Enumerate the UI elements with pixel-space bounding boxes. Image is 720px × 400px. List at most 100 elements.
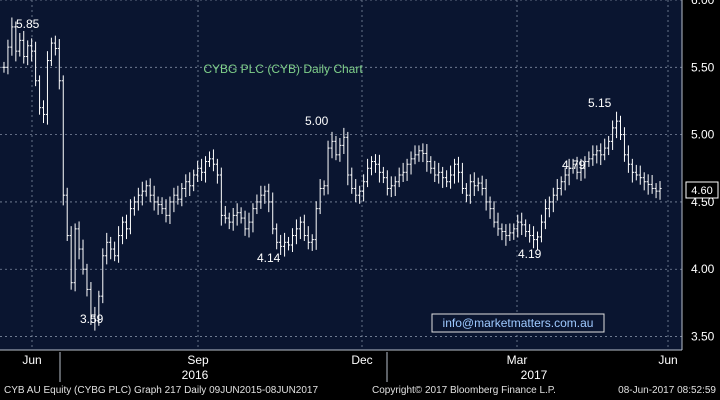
price-bar bbox=[626, 145, 631, 173]
price-bar bbox=[282, 232, 287, 257]
price-bar bbox=[302, 214, 306, 241]
x-label-mar: Mar bbox=[507, 353, 528, 367]
price-bar bbox=[405, 158, 409, 181]
annotation-high-5-85: 5.85 bbox=[16, 17, 40, 31]
price-bar bbox=[267, 183, 271, 213]
watermark-text: info@marketmatters.com.au bbox=[443, 316, 594, 330]
price-bar bbox=[192, 169, 196, 192]
price-bars bbox=[2, 17, 662, 331]
price-bar bbox=[6, 39, 10, 75]
price-bar bbox=[251, 203, 255, 233]
price-bar bbox=[259, 185, 263, 209]
price-bar bbox=[472, 172, 476, 196]
annotation-low-3-59: 3.59 bbox=[80, 312, 104, 326]
price-bar bbox=[211, 149, 216, 172]
price-bar bbox=[452, 158, 457, 184]
price-bar bbox=[595, 145, 599, 164]
price-bar bbox=[227, 212, 231, 230]
price-bar bbox=[567, 158, 571, 186]
y-tick-label: 4.00 bbox=[691, 262, 715, 276]
price-bar bbox=[105, 232, 109, 265]
price-bar bbox=[14, 21, 18, 62]
footer-timestamp: 08-Jun-2017 08:52:59 bbox=[618, 385, 716, 396]
price-bar bbox=[113, 241, 117, 262]
price-bar bbox=[18, 32, 22, 57]
price-bar bbox=[437, 162, 441, 184]
price-bar bbox=[49, 37, 54, 66]
x-label-jun-2017: Jun bbox=[658, 353, 677, 367]
price-bar bbox=[579, 158, 583, 181]
price-bar bbox=[603, 138, 607, 161]
price-bar bbox=[26, 40, 30, 66]
price-bar bbox=[354, 179, 358, 203]
price-bar bbox=[85, 263, 89, 297]
price-bar bbox=[429, 156, 433, 174]
price-bar bbox=[73, 223, 77, 292]
price-bar bbox=[634, 164, 638, 181]
price-bar bbox=[350, 167, 354, 194]
annotation-low-4-19: 4.19 bbox=[518, 247, 542, 261]
price-bar bbox=[263, 185, 267, 204]
price-bar bbox=[492, 201, 496, 228]
footer-security-info: CYB AU Equity (CYBG PLC) Graph 217 Daily… bbox=[4, 385, 319, 396]
price-bar bbox=[563, 167, 567, 191]
price-bar bbox=[279, 234, 283, 255]
price-chart: 6.005.505.004.504.003.50 4.60 CYBG PLC (… bbox=[0, 0, 719, 382]
price-bar bbox=[247, 212, 251, 238]
price-bar bbox=[535, 231, 540, 250]
price-bar bbox=[512, 223, 516, 240]
price-bar bbox=[326, 140, 330, 195]
price-bar bbox=[500, 223, 504, 241]
price-bar bbox=[381, 166, 385, 184]
price-bar bbox=[243, 210, 247, 236]
price-bar bbox=[362, 174, 366, 202]
price-bar bbox=[176, 185, 180, 205]
price-bar bbox=[275, 223, 279, 250]
price-bar bbox=[184, 174, 188, 198]
price-bar bbox=[460, 162, 465, 194]
price-bar bbox=[369, 156, 374, 176]
price-bar bbox=[583, 156, 587, 179]
price-bar bbox=[397, 167, 401, 188]
price-bar bbox=[401, 162, 405, 182]
price-bar bbox=[93, 306, 97, 331]
price-bar bbox=[116, 226, 121, 263]
footer-copyright: Copyright© 2017 Bloomberg Finance L.P. bbox=[372, 385, 556, 396]
price-bar bbox=[207, 151, 212, 167]
price-bar bbox=[152, 185, 156, 211]
price-bar bbox=[294, 219, 299, 245]
annotation-high-5-15: 5.15 bbox=[588, 96, 612, 110]
price-bar bbox=[168, 196, 172, 224]
price-bar bbox=[445, 170, 449, 188]
price-bar bbox=[638, 165, 642, 185]
price-bar bbox=[65, 187, 69, 241]
price-bar bbox=[215, 158, 219, 184]
price-bar bbox=[524, 219, 528, 237]
price-bar bbox=[77, 221, 81, 260]
price-bar bbox=[203, 156, 208, 183]
price-bar bbox=[314, 201, 318, 250]
price-bar bbox=[22, 30, 26, 64]
price-bar bbox=[37, 75, 42, 115]
annotation-4-79: 4.79 bbox=[562, 158, 586, 172]
price-bar bbox=[448, 165, 453, 189]
price-bar bbox=[310, 234, 314, 251]
price-bar bbox=[140, 181, 144, 206]
price-bar bbox=[528, 224, 532, 243]
price-bar bbox=[306, 226, 310, 250]
price-bar bbox=[551, 187, 555, 213]
price-bar bbox=[330, 131, 334, 159]
price-bar bbox=[484, 179, 488, 211]
price-bar bbox=[41, 100, 46, 124]
bloomberg-footer: CYB AU Equity (CYBG PLC) Graph 217 Daily… bbox=[0, 382, 720, 400]
price-bar bbox=[164, 199, 168, 223]
price-bar bbox=[409, 151, 413, 175]
price-bar bbox=[365, 158, 370, 188]
price-bar bbox=[120, 216, 125, 245]
price-bar bbox=[614, 111, 619, 139]
price-bar bbox=[30, 38, 34, 62]
price-bar bbox=[61, 75, 65, 206]
x-label-jun-2015: Jun bbox=[22, 353, 41, 367]
price-bar bbox=[425, 144, 429, 172]
last-price-label: 4.60 bbox=[691, 185, 712, 197]
